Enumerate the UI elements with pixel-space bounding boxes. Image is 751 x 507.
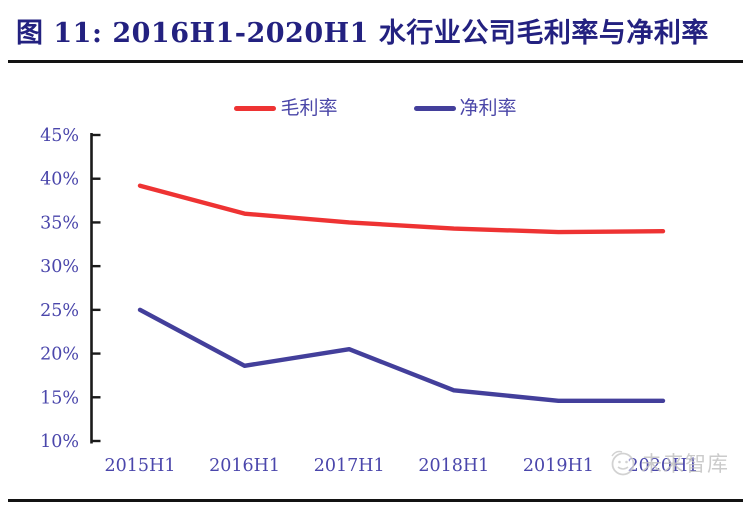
x-tick-label: 2018H1 — [418, 456, 489, 476]
x-tick-label: 2016H1 — [209, 456, 280, 476]
x-tick-label: 2020H1 — [628, 456, 699, 476]
x-tick-label: 2017H1 — [314, 456, 385, 476]
legend-label-gross_margin: 毛利率 — [280, 97, 338, 119]
watermark-text: 未来智库 — [641, 452, 729, 476]
watermark: 未来智库 — [608, 446, 729, 480]
legend-label-net_margin: 净利率 — [459, 97, 517, 119]
x-tick-label: 2019H1 — [523, 456, 594, 476]
series-line-gross_margin — [137, 183, 666, 235]
y-tick-label: 30% — [40, 257, 79, 277]
y-tick-label: 45% — [40, 126, 79, 146]
y-tick-label: 10% — [40, 432, 79, 452]
title-separator — [8, 60, 743, 63]
x-tick-label: 2015H1 — [105, 456, 176, 476]
series-line-net_margin — [137, 307, 666, 403]
legend-item-net_margin: 净利率 — [413, 97, 517, 119]
y-tick-label: 40% — [40, 170, 79, 190]
legend-item-gross_margin: 毛利率 — [234, 97, 338, 119]
bottom-separator — [8, 499, 743, 502]
legend-swatch-gross_margin — [234, 106, 277, 111]
chart-legend: 毛利率 净利率 — [0, 99, 751, 118]
y-tick-label: 35% — [40, 213, 79, 233]
y-tick-label: 25% — [40, 301, 79, 321]
legend-swatch-net_margin — [413, 106, 456, 111]
y-tick-label: 15% — [40, 388, 79, 408]
y-tick-label: 20% — [40, 345, 79, 365]
page-title: 图 11: 2016H1-2020H1 水行业公司毛利率与净利率 — [16, 18, 709, 49]
watermark-logo-icon — [611, 450, 635, 476]
